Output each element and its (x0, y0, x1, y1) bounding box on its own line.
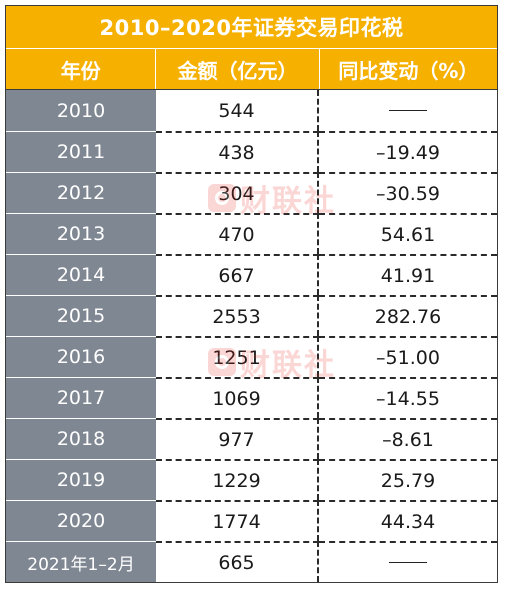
year-cell: 2021年1–2月 (6, 541, 156, 582)
year-cell: 2016 (6, 336, 156, 377)
table-row: 2019 1229 25.79 (6, 459, 497, 500)
amount-cell: 1251 (156, 336, 319, 377)
amount-cell: 977 (156, 418, 319, 459)
change-cell: 41.91 (319, 254, 497, 295)
amount-cell: 438 (156, 131, 319, 172)
change-cell: 282.76 (319, 295, 497, 336)
year-cell: 2019 (6, 459, 156, 500)
change-cell (319, 90, 497, 131)
table-title: 2010–2020年证券交易印花税 (6, 6, 497, 49)
amount-cell: 470 (156, 213, 319, 254)
table-row: 2021年1–2月 665 (6, 541, 497, 582)
header-change: 同比变动（%） (338, 58, 479, 83)
amount-cell: 304 (156, 172, 319, 213)
year-cell: 2018 (6, 418, 156, 459)
change-cell: 54.61 (319, 213, 497, 254)
table-row: 2015 2553 282.76 (6, 295, 497, 336)
table-header-row: 年份 金额（亿元） 同比变动（%） (6, 49, 497, 90)
amount-cell: 2553 (156, 295, 319, 336)
amount-cell: 665 (156, 541, 319, 582)
table-row: 2020 1774 44.34 (6, 500, 497, 541)
amount-cell: 544 (156, 90, 319, 131)
change-cell: –19.49 (319, 131, 497, 172)
change-cell: –51.00 (319, 336, 497, 377)
table-row: 2014 667 41.91 (6, 254, 497, 295)
year-cell: 2010 (6, 90, 156, 131)
header-amount: 金额（亿元） (156, 49, 320, 89)
change-cell: –8.61 (319, 418, 497, 459)
amount-cell: 1774 (156, 500, 319, 541)
year-cell: 2011 (6, 131, 156, 172)
change-cell: 25.79 (319, 459, 497, 500)
amount-cell: 667 (156, 254, 319, 295)
year-cell: 2012 (6, 172, 156, 213)
amount-cell: 1229 (156, 459, 319, 500)
change-cell: 44.34 (319, 500, 497, 541)
year-cell: 2014 (6, 254, 156, 295)
year-cell: 2017 (6, 377, 156, 418)
amount-cell: 1069 (156, 377, 319, 418)
no-data-dash (389, 110, 427, 111)
year-cell: 2013 (6, 213, 156, 254)
year-cell: 2020 (6, 500, 156, 541)
table-row: 2013 470 54.61 (6, 213, 497, 254)
table-row: 2017 1069 –14.55 (6, 377, 497, 418)
year-cell: 2015 (6, 295, 156, 336)
table-body: 2010 544 2011 438 –19.49 2012 304 –30.59 2013 470… (6, 90, 497, 582)
table-row: 2018 977 –8.61 (6, 418, 497, 459)
table-row: 2016 1251 –51.00 (6, 336, 497, 377)
stamp-tax-table: 2010–2020年证券交易印花税 年份 金额（亿元） 同比变动（%） 2010… (5, 5, 498, 583)
table-row: 2010 544 (6, 90, 497, 131)
table-row: 2012 304 –30.59 (6, 172, 497, 213)
change-cell: –30.59 (319, 172, 497, 213)
header-year: 年份 (6, 49, 157, 89)
table-row: 2011 438 –19.49 (6, 131, 497, 172)
change-cell (319, 541, 497, 582)
no-data-dash (389, 562, 427, 563)
change-cell: –14.55 (319, 377, 497, 418)
